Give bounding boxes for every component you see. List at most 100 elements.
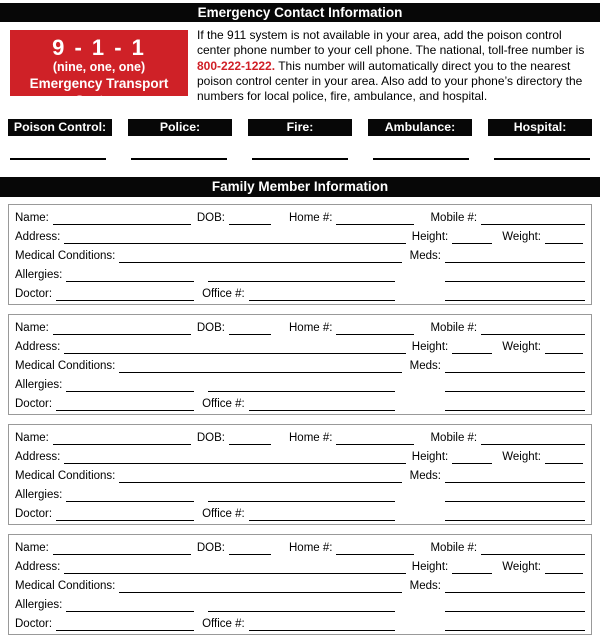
fire-blank-field[interactable] (252, 158, 348, 161)
member-row-3: Medical Conditions: Meds: (15, 577, 585, 596)
weight-label: Weight: (502, 341, 541, 354)
office-phone-field[interactable] (248, 410, 395, 412)
name-field[interactable] (52, 224, 191, 226)
allergies-field[interactable] (66, 281, 195, 283)
address-label: Address: (15, 451, 61, 464)
name-field[interactable] (52, 444, 191, 446)
911-callout-box: 9 - 1 - 1 (nine, one, one) Emergency Tra… (10, 30, 188, 108)
weight-field[interactable] (545, 573, 583, 575)
member-row-1: Name: DOB: Home #: Mobile #: (15, 539, 585, 558)
hospital-blank-field[interactable] (494, 158, 590, 161)
medical-conditions-label: Medical Conditions: (15, 360, 116, 373)
dob-label: DOB: (196, 212, 225, 225)
office-phone-field[interactable] (248, 300, 395, 302)
label-fire: Fire: (248, 119, 352, 137)
weight-field[interactable] (545, 463, 583, 465)
meds-continued-field[interactable] (445, 611, 585, 613)
allergies-label: Allergies: (15, 599, 63, 612)
office-phone-label: Office #: (202, 398, 245, 411)
mobile-phone-field[interactable] (481, 224, 585, 226)
ambulance-blank-field[interactable] (373, 158, 469, 161)
family-section-title: Family Member Information (0, 177, 600, 198)
allergies-continued-field[interactable] (208, 281, 395, 283)
meds-field[interactable] (445, 372, 585, 374)
office-phone-label: Office #: (202, 288, 245, 301)
mobile-phone-field[interactable] (481, 334, 585, 336)
911-number: 9 - 1 - 1 (52, 35, 146, 60)
poison-control-blank-field[interactable] (10, 158, 106, 161)
weight-field[interactable] (545, 353, 583, 355)
dob-field[interactable] (229, 444, 271, 446)
dob-field[interactable] (229, 334, 271, 336)
office-phone-field[interactable] (248, 520, 395, 522)
doctor-field[interactable] (56, 630, 195, 632)
height-field[interactable] (452, 573, 493, 575)
dob-label: DOB: (196, 322, 225, 335)
member-row-5: Doctor: Office #: (15, 615, 585, 634)
home-phone-field[interactable] (336, 224, 415, 226)
police-blank-field[interactable] (131, 158, 227, 161)
address-field[interactable] (64, 243, 406, 245)
meds-continued-field-2[interactable] (445, 300, 585, 302)
page-title: Emergency Contact Information (0, 3, 600, 22)
name-field[interactable] (52, 554, 191, 556)
address-field[interactable] (64, 463, 406, 465)
name-label: Name: (15, 322, 49, 335)
home-phone-field[interactable] (336, 334, 415, 336)
meds-field[interactable] (445, 482, 585, 484)
meds-label: Meds: (409, 360, 441, 373)
meds-continued-field-2[interactable] (445, 410, 585, 412)
allergies-field[interactable] (66, 391, 195, 393)
allergies-field[interactable] (66, 611, 195, 613)
member-row-4: Allergies: (15, 376, 585, 395)
dob-field[interactable] (229, 554, 271, 556)
medical-conditions-field[interactable] (119, 372, 402, 374)
meds-continued-field-2[interactable] (445, 630, 585, 632)
meds-continued-field[interactable] (445, 281, 585, 283)
medical-conditions-label: Medical Conditions: (15, 250, 116, 263)
medical-conditions-field[interactable] (119, 482, 402, 484)
allergies-continued-field[interactable] (208, 391, 395, 393)
address-field[interactable] (64, 573, 406, 575)
member-row-2: Address: Height: Weight: (15, 228, 585, 247)
name-label: Name: (15, 542, 49, 555)
meds-field[interactable] (445, 592, 585, 594)
office-phone-field[interactable] (248, 630, 395, 632)
meds-label: Meds: (409, 580, 441, 593)
mobile-phone-field[interactable] (481, 444, 585, 446)
address-field[interactable] (64, 353, 406, 355)
doctor-label: Doctor: (15, 398, 53, 411)
allergies-continued-field[interactable] (208, 501, 395, 503)
allergies-field[interactable] (66, 501, 195, 503)
member-row-5: Doctor: Office #: (15, 285, 585, 304)
meds-field[interactable] (445, 262, 585, 264)
home-phone-field[interactable] (336, 554, 415, 556)
medical-conditions-field[interactable] (119, 262, 402, 264)
doctor-field[interactable] (56, 300, 195, 302)
meds-continued-field[interactable] (445, 391, 585, 393)
meds-continued-field[interactable] (445, 501, 585, 503)
intro-text-before: If the 911 system is not available in yo… (197, 28, 585, 58)
member-row-2: Address: Height: Weight: (15, 338, 585, 357)
address-label: Address: (15, 231, 61, 244)
height-field[interactable] (452, 243, 493, 245)
medical-conditions-field[interactable] (119, 592, 402, 594)
meds-continued-field-2[interactable] (445, 520, 585, 522)
weight-label: Weight: (502, 561, 541, 574)
allergies-continued-field[interactable] (208, 611, 395, 613)
member-row-5: Doctor: Office #: (15, 395, 585, 414)
height-field[interactable] (452, 353, 493, 355)
home-phone-field[interactable] (336, 444, 415, 446)
doctor-field[interactable] (56, 410, 195, 412)
intro-text-after: This number will automatically direct yo… (197, 58, 583, 104)
family-member-block: Name: DOB: Home #: Mobile #: Address: He… (8, 314, 592, 416)
dob-field[interactable] (229, 224, 271, 226)
member-row-2: Address: Height: Weight: (15, 448, 585, 467)
address-label: Address: (15, 341, 61, 354)
home-phone-label: Home #: (289, 432, 333, 445)
mobile-phone-field[interactable] (481, 554, 585, 556)
name-field[interactable] (52, 334, 191, 336)
height-field[interactable] (452, 463, 493, 465)
doctor-field[interactable] (56, 520, 195, 522)
weight-field[interactable] (545, 243, 583, 245)
